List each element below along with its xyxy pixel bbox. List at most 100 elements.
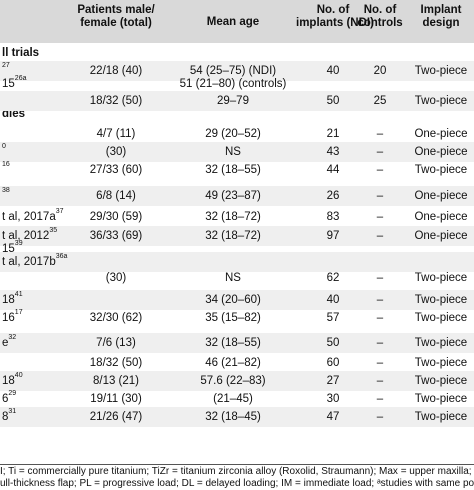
table-row: 27 22/18 (40) 54 (25–75) (NDI) 40 20 Two-piec…	[0, 61, 474, 81]
table-header: Patients male/ female (total) Mean age N…	[0, 0, 474, 43]
cell-controls: –	[376, 294, 384, 306]
cell-patients: 7/6 (13)	[96, 337, 136, 349]
table-row: t al, 201235 36/33 (69) 32 (18–72) 97 – One-p…	[0, 226, 474, 246]
cell-age: 29–79	[217, 95, 249, 107]
cell-design: Two-piece	[414, 65, 468, 77]
cell-patients: 4/7 (11)	[96, 128, 136, 140]
cell-design: Two-piece	[414, 164, 468, 176]
cell-design: Two-piece	[414, 294, 468, 306]
table-row: 831 21/26 (47) 32 (18–45) 47 – Two-piece	[0, 407, 474, 427]
cell-implants: 60	[326, 357, 340, 369]
cell-age: 49 (23–87)	[205, 190, 261, 202]
header-controls-line2: controls	[357, 17, 403, 29]
cell-controls: –	[376, 272, 384, 284]
cell-design: Two-piece	[414, 411, 468, 423]
cell-implants: 44	[326, 164, 340, 176]
study-label-text: 15	[2, 78, 15, 90]
study-reference-sup: 40	[14, 372, 23, 379]
section-title-studies: dies	[2, 108, 26, 120]
study-label: 1526a	[2, 74, 26, 94]
cell-implants: 21	[326, 128, 340, 140]
header-implants-line2: implants (NDI)	[296, 17, 374, 29]
cell-age: 32 (18–55)	[205, 164, 261, 176]
table-row: 38 6/8 (14) 49 (23–87) 26 – One-piece	[0, 186, 474, 206]
header-design: Implant design	[408, 4, 474, 30]
header-implants-line1: No. of	[316, 4, 350, 16]
study-reference-sup: 39	[14, 240, 23, 247]
cell-age: 32 (18–45)	[205, 411, 261, 423]
cell-age: 29 (20–52)	[205, 128, 261, 140]
cell-patients: 18/32 (50)	[89, 95, 143, 107]
header-design-line1: Implant	[420, 4, 462, 16]
study-label: 38	[2, 186, 10, 206]
study-label-text: 16	[2, 312, 15, 324]
table-row: 16 27/33 (60) 32 (18–55) 44 – Two-piece	[0, 160, 474, 180]
cell-controls: –	[376, 393, 384, 405]
cell-patients: 27/33 (60)	[89, 164, 143, 176]
cell-age: 54 (25–75) (NDI)	[189, 65, 277, 77]
study-reference-sup: 36a	[55, 253, 68, 260]
study-label: 831	[2, 407, 16, 427]
cell-controls: –	[376, 128, 384, 140]
table-row: (30) NS 62 – Two-piece	[0, 268, 474, 288]
header-patients-line2: female (total)	[80, 17, 152, 29]
cell-implants: 47	[326, 411, 340, 423]
cell-design: Two-piece	[414, 357, 468, 369]
header-controls-line1: No. of	[363, 4, 397, 16]
table-row: 1841 34 (20–60) 40 – Two-piece	[0, 290, 474, 310]
cell-implants: 62	[326, 272, 340, 284]
header-patients-line1: Patients male/	[77, 4, 155, 16]
study-reference-sup: 26a	[14, 75, 27, 82]
table-row: 4/7 (11) 29 (20–52) 21 – One-piece	[0, 124, 474, 144]
study-label-text: t al, 2012	[2, 230, 50, 242]
cell-controls: –	[376, 375, 384, 387]
cell-implants: 40	[326, 65, 340, 77]
cell-age: 51 (21–80) (controls)	[179, 78, 287, 90]
study-label-text: t al, 2017a	[2, 211, 56, 223]
study-label-text: 18	[2, 375, 15, 387]
cell-controls: –	[376, 411, 384, 423]
cell-patients: 19/11 (30)	[90, 393, 142, 405]
cell-age: 34 (20–60)	[205, 294, 261, 306]
table-row: 18/32 (50) 46 (21–82) 60 – Two-piece	[0, 353, 474, 373]
study-reference-sup: 17	[14, 309, 23, 316]
header-controls: No. of controls	[352, 4, 408, 30]
cell-controls: –	[376, 164, 384, 176]
cell-design: Two-piece	[414, 95, 468, 107]
table-row: t al, 2017a37 29/30 (59) 32 (18–72) 83 – One-…	[0, 207, 474, 227]
cell-age: NS	[225, 272, 241, 284]
study-label: 27	[2, 61, 10, 81]
cell-patients: 6/8 (14)	[96, 190, 136, 202]
cell-design: Two-piece	[414, 337, 468, 349]
table-row: e32 7/6 (13) 32 (18–55) 50 – Two-piece	[0, 333, 474, 353]
cell-design: One-piece	[414, 146, 468, 158]
study-reference-sup: 41	[14, 291, 23, 298]
table-bottom-rule	[0, 464, 474, 465]
table-row: t al, 2017b36a	[0, 252, 474, 272]
table-row: 1617 32/30 (62) 35 (15–82) 57 – Two-piece	[0, 308, 474, 328]
cell-controls: –	[376, 337, 384, 349]
study-label-text: e	[2, 337, 9, 349]
cell-patients: 8/13 (21)	[92, 375, 140, 387]
cell-implants: 83	[326, 211, 340, 223]
cell-controls: 25	[373, 95, 387, 107]
cell-implants: 57	[326, 312, 340, 324]
cell-implants: 27	[326, 375, 340, 387]
study-reference-sup: 27	[2, 62, 10, 69]
footnote-line-1: I; Ti = commercially pure titanium; TiZr…	[0, 466, 474, 477]
cell-age: 46 (21–82)	[205, 357, 261, 369]
study-label: 629	[2, 389, 16, 409]
table-row: 18/32 (50) 29–79 50 25 Two-piece	[0, 91, 474, 111]
table-row: 0 (30) NS 43 – One-piece	[0, 142, 474, 162]
cell-design: One-piece	[414, 230, 468, 242]
cell-design: Two-piece	[414, 272, 468, 284]
table-row: 1840 8/13 (21) 57.6 (22–83) 27 – Two-piece	[0, 371, 474, 391]
study-label: t al, 2017b36a	[2, 252, 67, 272]
cell-patients: 36/33 (69)	[89, 230, 143, 242]
cell-patients: 22/18 (40)	[89, 65, 143, 77]
cell-controls: –	[376, 190, 384, 202]
cell-patients: 29/30 (59)	[89, 211, 143, 223]
study-reference-sup: 32	[8, 334, 17, 341]
study-reference-sup: 35	[49, 227, 58, 234]
cell-design: One-piece	[414, 128, 468, 140]
